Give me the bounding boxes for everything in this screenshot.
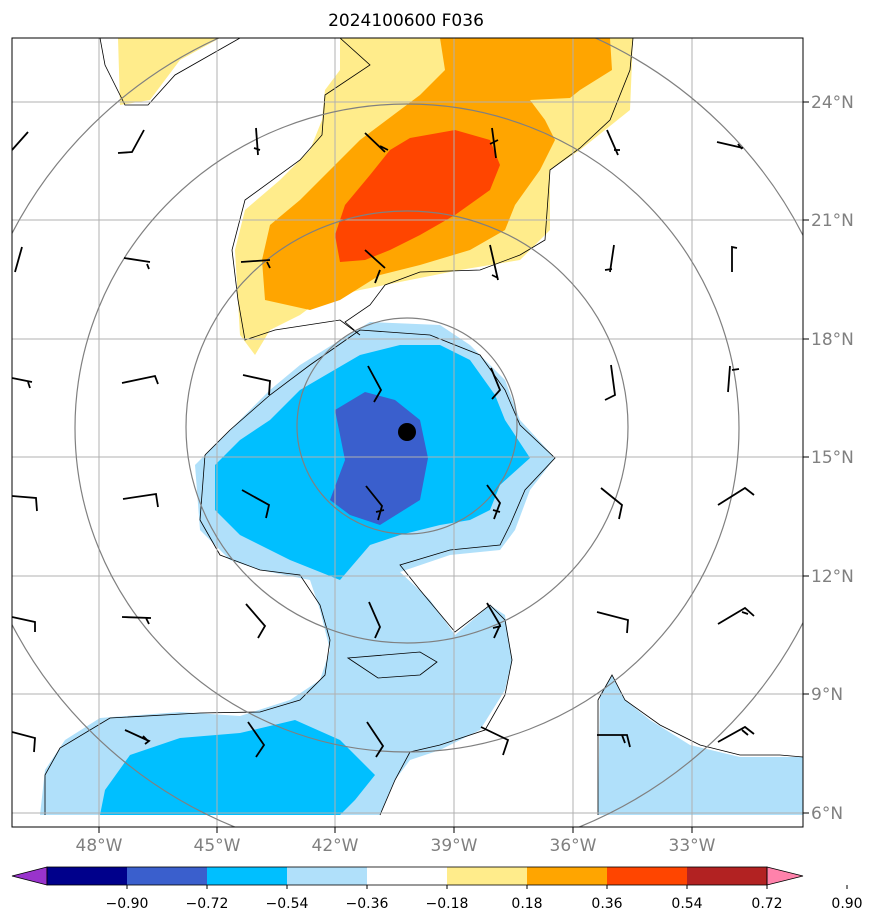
storm-center-marker [398,423,416,441]
contour-fill-0.54 [335,130,500,262]
x-tick-label: 42°W [312,836,359,856]
y-tick-label: 24°N [811,93,854,113]
colorbar-segment [367,867,448,885]
colorbar: −0.90 −0.72 −0.54 −0.36 −0.18 0.18 0.36 0.54 0.7… [11,866,863,912]
colorbar-segment [527,867,608,885]
contour-fill-0.18 [118,38,220,105]
colorbar-tick-label: 0.36 [591,896,622,912]
plot-frame [11,37,804,828]
y-tick-label: 9°N [811,685,843,705]
colorbar-extend-max [766,866,804,886]
negative-contours [40,322,803,815]
colorbar-segment [607,867,688,885]
colorbar-tick-label: 0.90 [831,896,862,912]
y-tick-label: 15°N [811,448,854,468]
chart-title: 2024100600 F036 [328,11,484,31]
colorbar-segment [207,867,288,885]
range-rings [12,38,803,827]
y-tick-label: 6°N [811,804,843,824]
colorbar-tick-label: −0.54 [266,896,309,912]
x-tick-label: 39°W [431,836,478,856]
x-tick-label: 36°W [550,836,597,856]
colorbar-segment [687,867,768,885]
colorbar-extend-min [11,866,48,886]
plot-area [12,38,803,827]
colorbar-tick-label: 0.72 [751,896,782,912]
contour-fill-neg0.36-south [100,720,375,815]
y-tick-label: 21°N [811,211,854,231]
colorbar-segment [287,867,368,885]
x-tick-label: 48°W [76,836,123,856]
colorbar-tick-label: −0.90 [106,896,149,912]
x-tick-label: 33°W [669,836,716,856]
y-tick-label: 18°N [811,330,854,350]
y-tick-label: 12°N [811,567,854,587]
colorbar-segment [127,867,208,885]
colorbar-tick-label: 0.54 [671,896,702,912]
colorbar-tick-label: 0.18 [511,896,542,912]
colorbar-tick-label: −0.36 [346,896,389,912]
y-axis: 24°N 21°N 18°N 15°N 12°N 9°N 6°N [803,93,854,824]
colorbar-segment [47,867,128,885]
x-axis: 48°W 45°W 42°W 39°W 36°W 33°W [76,827,716,856]
wind-barbs [12,127,755,758]
colorbar-tick-label: −0.18 [426,896,469,912]
colorbar-tick-label: −0.72 [186,896,229,912]
grid [12,38,803,827]
x-tick-label: 45°W [194,836,241,856]
colorbar-frame [46,866,768,886]
positive-contours [118,38,633,355]
contour-fill-neg0.18-east [598,675,803,815]
colorbar-segment [447,867,528,885]
